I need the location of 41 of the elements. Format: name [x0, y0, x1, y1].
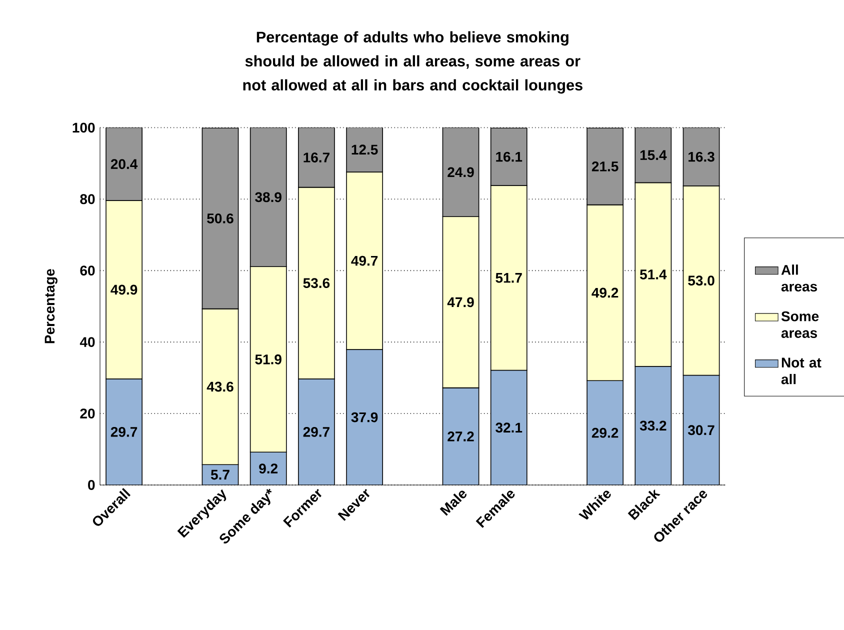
- data-label: 37.9: [351, 412, 378, 422]
- data-label: 29.7: [303, 426, 330, 437]
- y-tick-label: 40: [80, 337, 95, 348]
- data-label: 32.1: [496, 422, 522, 433]
- data-label: 29.7: [110, 426, 138, 437]
- data-label: 49.2: [592, 288, 618, 298]
- data-label: 50.6: [207, 213, 234, 224]
- data-label: 15.4: [640, 150, 667, 160]
- data-label: 27.2: [448, 432, 474, 442]
- data-label: 9.2: [259, 464, 278, 474]
- data-label: 51.7: [496, 273, 522, 283]
- data-label: 53.6: [303, 278, 330, 288]
- data-label: 51.9: [255, 354, 282, 364]
- y-tick-label: 20: [80, 408, 95, 418]
- legend-label: Not at all: [781, 358, 822, 384]
- data-label: 16.3: [688, 152, 714, 162]
- data-label: 5.7: [210, 470, 230, 480]
- legend-label: All areas: [781, 264, 817, 292]
- data-label: 38.9: [255, 192, 282, 202]
- data-label: 16.7: [304, 152, 330, 162]
- y-axis-title: Percentage: [44, 269, 58, 344]
- data-label: 20.4: [110, 159, 138, 170]
- data-label: 49.9: [110, 284, 138, 295]
- data-label: 21.5: [592, 161, 618, 172]
- data-label: 53.0: [688, 276, 714, 286]
- data-label: 43.6: [206, 382, 234, 392]
- data-label: 49.7: [351, 256, 378, 266]
- data-label: 33.2: [640, 420, 666, 431]
- chart-title: Percentage of adults who believe smoking should be allowed in all areas, some areas or not allowed at all in bars and cocktail lounges: [243, 31, 582, 94]
- legend-label: Some areas: [781, 311, 819, 338]
- data-label: 16.1: [496, 152, 522, 162]
- y-tick-label: 100: [72, 122, 95, 133]
- data-label: 29.2: [592, 428, 618, 438]
- data-label: 30.7: [688, 425, 714, 436]
- data-label: 51.4: [640, 270, 667, 280]
- y-tick-label: 60: [80, 266, 95, 276]
- data-label: 12.5: [352, 144, 378, 155]
- y-tick-label: 0: [88, 480, 95, 490]
- data-label: 24.9: [448, 167, 474, 178]
- y-tick-label: 80: [80, 194, 95, 204]
- data-label: 47.9: [447, 297, 474, 308]
